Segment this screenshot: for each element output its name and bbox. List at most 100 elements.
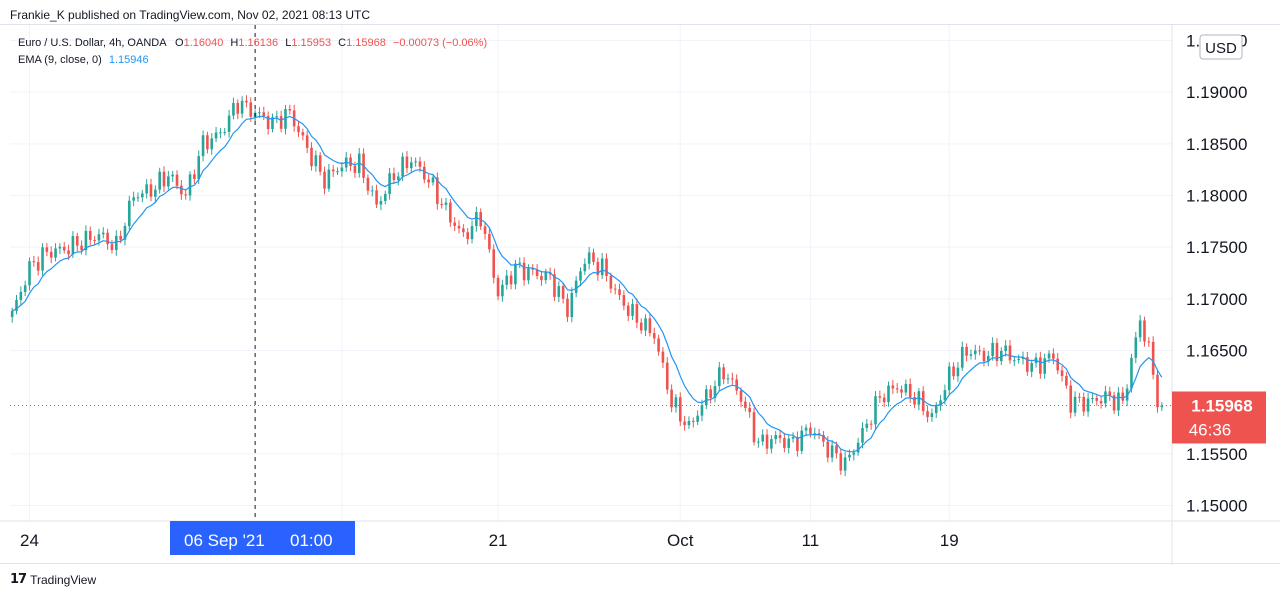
candle-body bbox=[826, 441, 830, 458]
candle-body bbox=[678, 397, 682, 422]
price-tick-label: 1.18000 bbox=[1186, 187, 1247, 206]
candle-body bbox=[683, 421, 686, 426]
candle-body bbox=[787, 438, 791, 448]
candle-body bbox=[240, 100, 244, 114]
candle-body bbox=[54, 248, 57, 258]
candle-body bbox=[1095, 397, 1099, 401]
candle-body bbox=[991, 342, 994, 357]
candle-body bbox=[835, 445, 838, 454]
candle-body bbox=[1069, 385, 1073, 413]
candle-body bbox=[457, 225, 461, 229]
footer-brand[interactable]: TradingView bbox=[30, 572, 97, 587]
candle-body bbox=[1060, 370, 1064, 376]
candle-body bbox=[700, 405, 704, 416]
candle-body bbox=[544, 272, 548, 281]
candle-body bbox=[600, 258, 604, 276]
candle-body bbox=[258, 112, 261, 114]
candle-body bbox=[596, 261, 600, 276]
last-price-countdown: 46:36 bbox=[1189, 420, 1232, 439]
candle-body bbox=[409, 162, 413, 169]
candle-body bbox=[414, 161, 417, 163]
candle-body bbox=[375, 190, 378, 205]
candle-body bbox=[323, 171, 326, 189]
time-axis[interactable]: 241321Oct1119 bbox=[20, 531, 959, 550]
candle-body bbox=[609, 275, 613, 289]
candle-body bbox=[891, 385, 895, 389]
price-axis[interactable]: 1.195001.190001.185001.180001.175001.170… bbox=[1186, 32, 1247, 516]
candle-body bbox=[887, 385, 890, 403]
candle-body bbox=[509, 275, 513, 285]
candle-body bbox=[978, 350, 981, 352]
candle-body bbox=[648, 318, 652, 334]
candle-body bbox=[84, 230, 88, 251]
candle-body bbox=[297, 126, 300, 133]
candle-body bbox=[930, 413, 934, 418]
candle-body bbox=[661, 351, 665, 363]
price-tick-label: 1.19000 bbox=[1186, 83, 1247, 102]
tradingview-logo-icon: 17 bbox=[10, 572, 27, 587]
candle-body bbox=[1056, 358, 1060, 371]
candle-body bbox=[1000, 350, 1003, 362]
candle-body bbox=[800, 430, 804, 451]
candle-body bbox=[49, 251, 53, 258]
symbol-name[interactable]: Euro / U.S. Dollar, 4h, OANDA bbox=[18, 37, 166, 49]
candle-body bbox=[423, 166, 426, 180]
crosshair-time-tag: 06 Sep '21 01:00 bbox=[170, 521, 355, 555]
candle-body bbox=[791, 437, 795, 439]
candle-body bbox=[23, 285, 27, 292]
candle-body bbox=[71, 236, 75, 255]
candle-body bbox=[245, 100, 248, 103]
candle-body bbox=[674, 397, 678, 408]
high-value: 1.16136 bbox=[238, 37, 279, 49]
change-value: −0.00073 (−0.06%) bbox=[392, 37, 488, 49]
currency-text: USD bbox=[1205, 40, 1237, 57]
candle-body bbox=[488, 233, 491, 250]
currency-box bbox=[1199, 34, 1243, 60]
candle-body bbox=[97, 234, 101, 241]
candle-body bbox=[618, 289, 621, 296]
candle-body bbox=[223, 131, 227, 133]
price-tick-label: 1.17500 bbox=[1186, 238, 1247, 257]
candle-body bbox=[895, 388, 899, 390]
candle-body bbox=[639, 322, 643, 331]
price-tick-label: 1.15000 bbox=[1186, 497, 1247, 516]
candle-body bbox=[236, 102, 240, 114]
candle-body bbox=[1008, 345, 1012, 361]
grid-lines bbox=[10, 25, 1172, 521]
candle-body bbox=[540, 276, 543, 281]
candle-body bbox=[279, 116, 283, 129]
high-label: H bbox=[230, 37, 239, 49]
candle-body bbox=[965, 346, 968, 356]
candle-body bbox=[80, 245, 83, 251]
candlestick-chart[interactable]: 1.195001.190001.185001.180001.175001.170… bbox=[0, 25, 1280, 565]
candle-body bbox=[401, 156, 404, 177]
candle-body bbox=[1030, 363, 1033, 372]
candle-body bbox=[101, 232, 105, 235]
candle-body bbox=[765, 434, 769, 449]
candle-body bbox=[1091, 397, 1094, 399]
ema-label[interactable]: EMA (9, close, 0) bbox=[18, 54, 102, 66]
candle-body bbox=[288, 109, 292, 111]
candle-body bbox=[783, 438, 786, 448]
candle-body bbox=[852, 452, 856, 455]
candle-body bbox=[865, 423, 869, 428]
candle-body bbox=[1086, 398, 1090, 412]
currency-label[interactable]: USD bbox=[1199, 34, 1243, 60]
candle-body bbox=[436, 177, 439, 204]
candle-body bbox=[869, 423, 873, 425]
price-tick-label: 1.18500 bbox=[1186, 135, 1247, 154]
candle-body bbox=[830, 445, 834, 458]
candle-body bbox=[318, 155, 322, 172]
candle-body bbox=[453, 222, 456, 226]
candle-body bbox=[770, 439, 773, 449]
candle-body bbox=[652, 333, 656, 339]
candle-body bbox=[271, 117, 274, 130]
chart-frame[interactable]: 1.195001.190001.185001.180001.175001.170… bbox=[0, 24, 1280, 565]
candle-body bbox=[1112, 395, 1116, 411]
candle-body bbox=[995, 342, 999, 362]
candle-body bbox=[535, 269, 539, 277]
candle-body bbox=[1138, 320, 1142, 338]
candle-body bbox=[1039, 357, 1042, 374]
crosshair-time-box bbox=[170, 521, 355, 555]
candle-body bbox=[557, 286, 561, 297]
